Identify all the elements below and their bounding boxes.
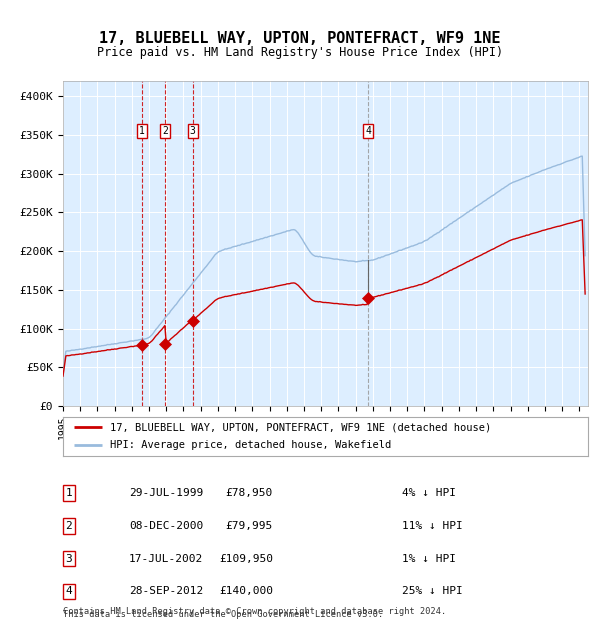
- Text: HPI: Average price, detached house, Wakefield: HPI: Average price, detached house, Wake…: [110, 440, 392, 450]
- Text: 17-JUL-2002: 17-JUL-2002: [129, 554, 203, 564]
- Text: 1: 1: [139, 126, 145, 136]
- Text: This data is licensed under the Open Government Licence v3.0.: This data is licensed under the Open Gov…: [63, 609, 383, 619]
- Text: £78,950: £78,950: [226, 488, 273, 498]
- Text: 4: 4: [65, 587, 73, 596]
- Text: 1% ↓ HPI: 1% ↓ HPI: [402, 554, 456, 564]
- Text: 08-DEC-2000: 08-DEC-2000: [129, 521, 203, 531]
- Text: 3: 3: [190, 126, 196, 136]
- Text: 11% ↓ HPI: 11% ↓ HPI: [402, 521, 463, 531]
- Text: 28-SEP-2012: 28-SEP-2012: [129, 587, 203, 596]
- Text: 1: 1: [65, 488, 73, 498]
- Text: 4: 4: [365, 126, 371, 136]
- Text: 17, BLUEBELL WAY, UPTON, PONTEFRACT, WF9 1NE: 17, BLUEBELL WAY, UPTON, PONTEFRACT, WF9…: [99, 31, 501, 46]
- Text: £140,000: £140,000: [219, 587, 273, 596]
- Text: 29-JUL-1999: 29-JUL-1999: [129, 488, 203, 498]
- Text: £109,950: £109,950: [219, 554, 273, 564]
- Text: 2: 2: [65, 521, 73, 531]
- Text: £79,995: £79,995: [226, 521, 273, 531]
- Text: Contains HM Land Registry data © Crown copyright and database right 2024.: Contains HM Land Registry data © Crown c…: [63, 608, 446, 616]
- Text: 25% ↓ HPI: 25% ↓ HPI: [402, 587, 463, 596]
- Text: 3: 3: [65, 554, 73, 564]
- Text: 2: 2: [162, 126, 168, 136]
- Text: 17, BLUEBELL WAY, UPTON, PONTEFRACT, WF9 1NE (detached house): 17, BLUEBELL WAY, UPTON, PONTEFRACT, WF9…: [110, 422, 491, 432]
- Text: 4% ↓ HPI: 4% ↓ HPI: [402, 488, 456, 498]
- Text: Price paid vs. HM Land Registry's House Price Index (HPI): Price paid vs. HM Land Registry's House …: [97, 46, 503, 59]
